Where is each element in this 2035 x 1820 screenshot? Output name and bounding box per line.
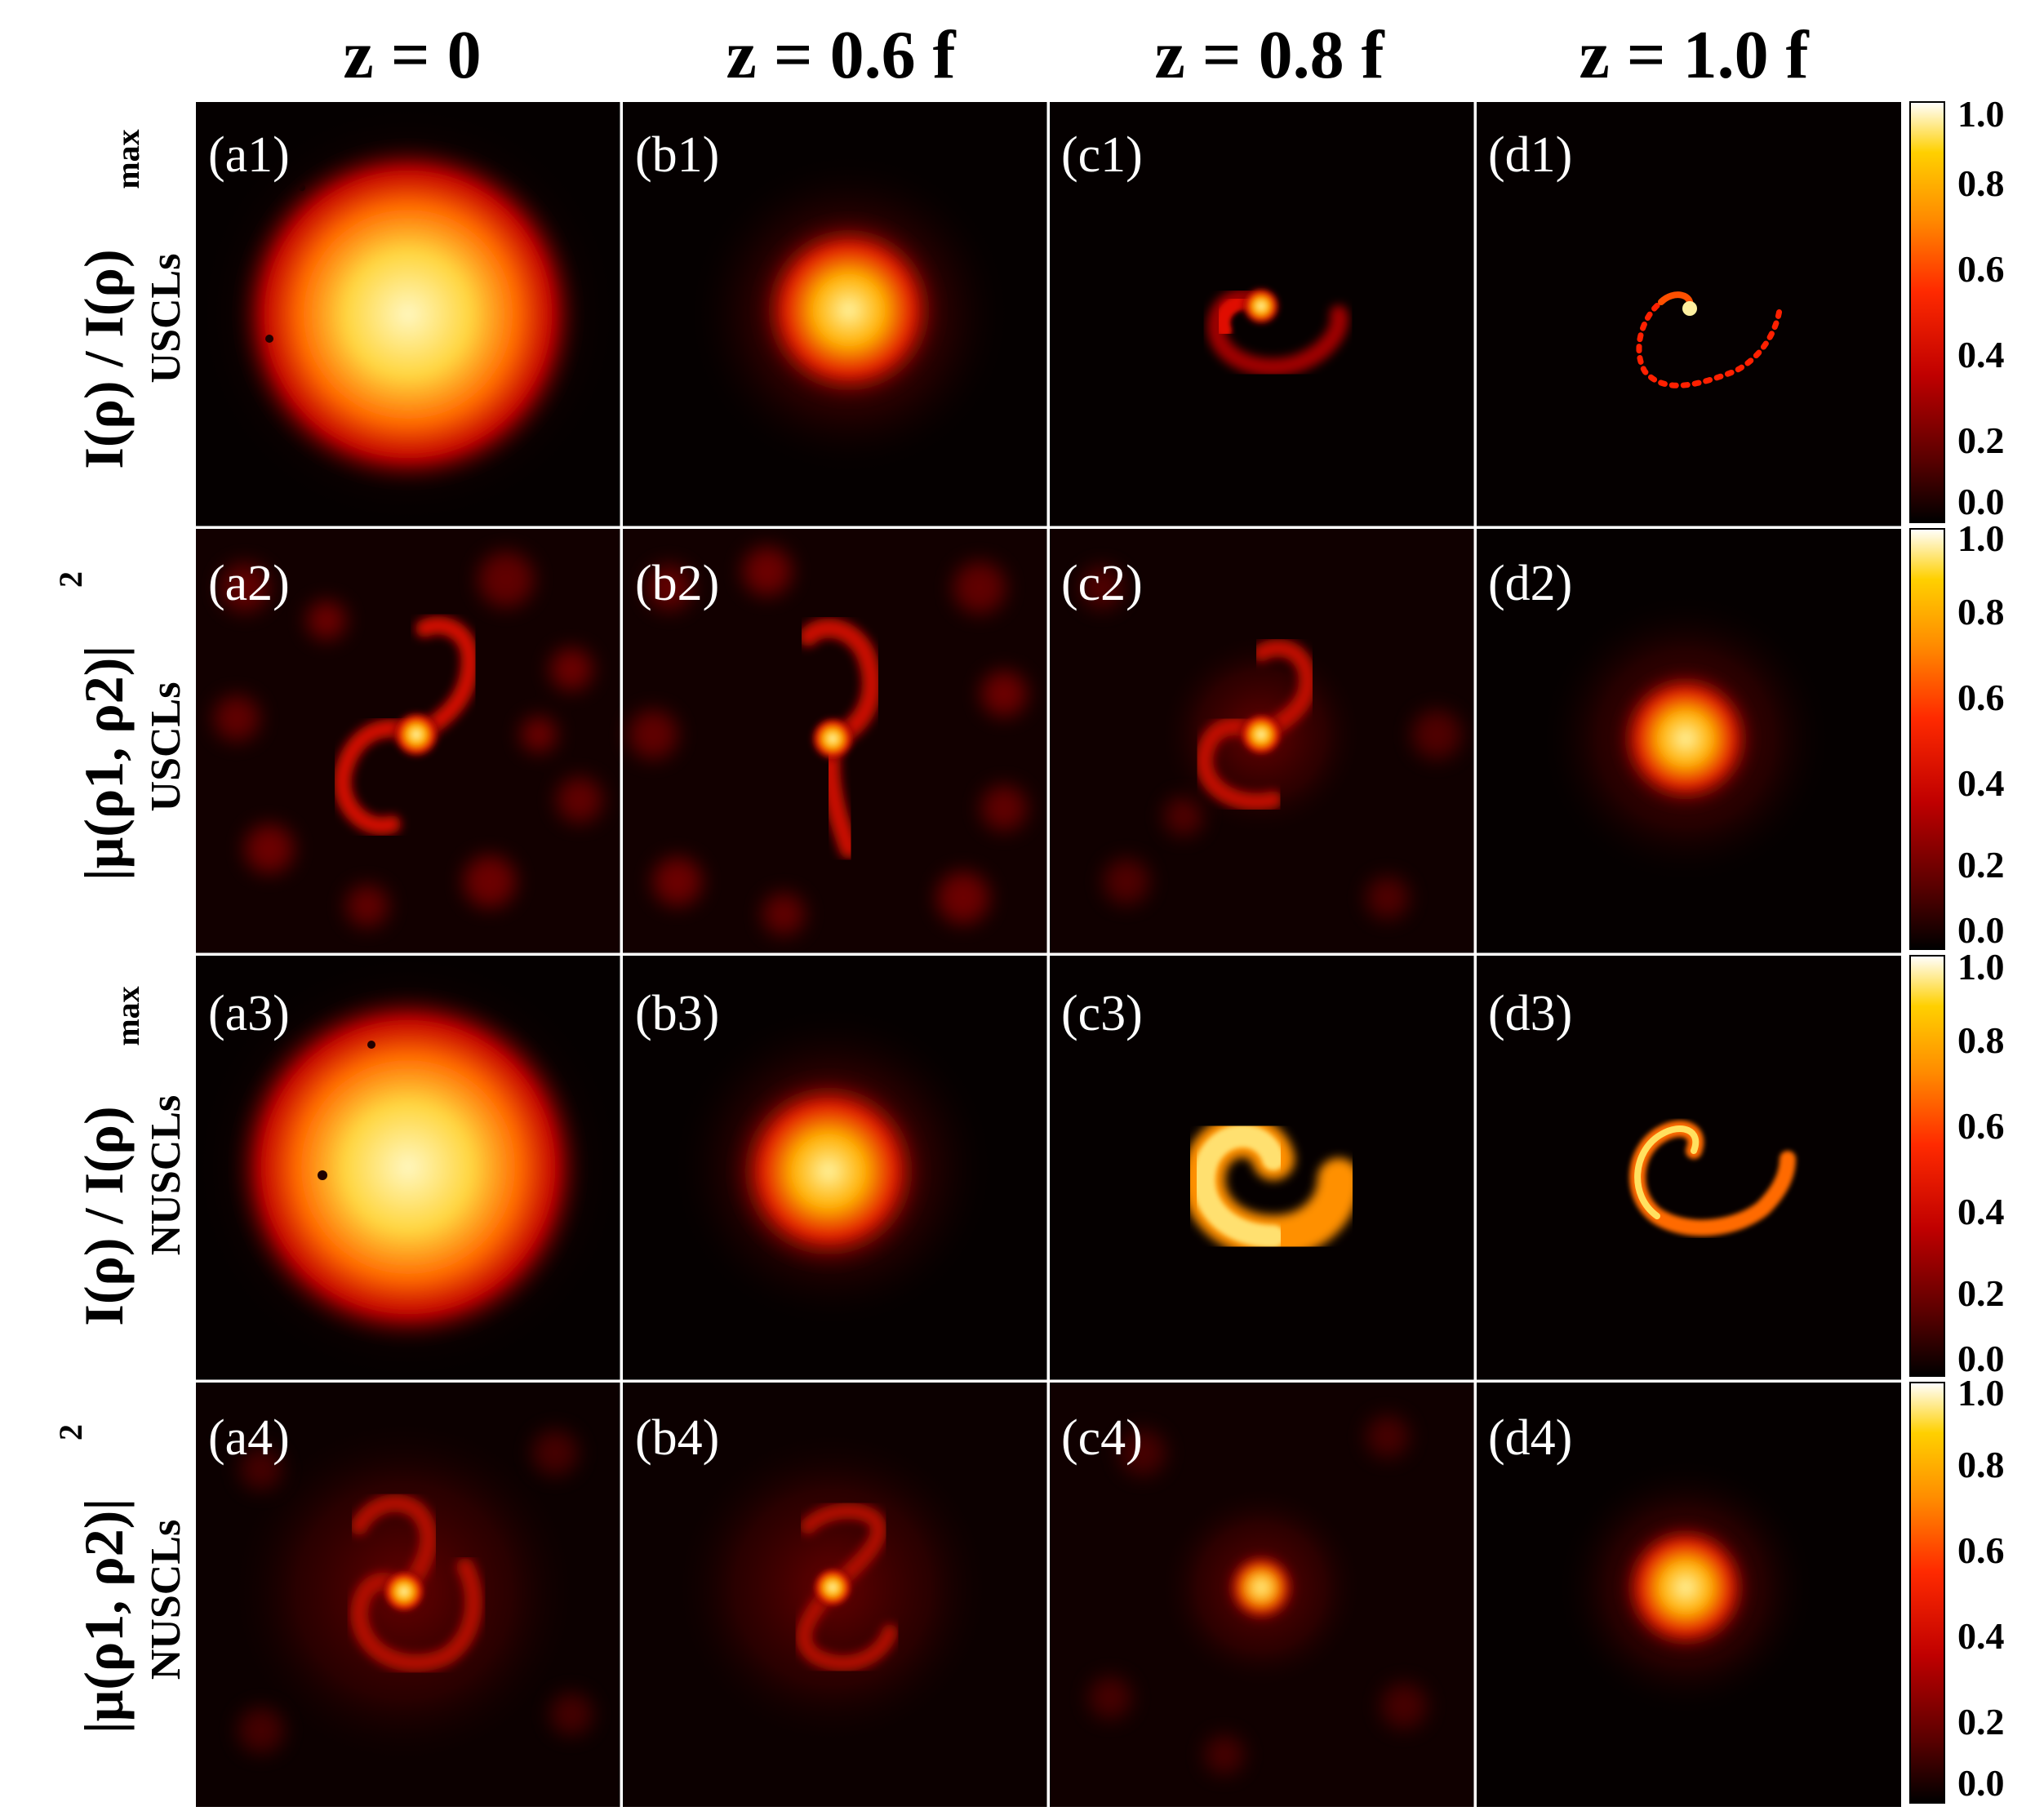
- panel-label-d4: (d4): [1488, 1410, 1572, 1466]
- panel-label-a2: (a2): [208, 556, 290, 611]
- panel-c1: [1050, 102, 1474, 526]
- row-label-2-superscript: 2: [52, 571, 89, 588]
- panel-a1: [196, 102, 620, 526]
- panel-labels: (a1) (b1) (c1) (d1) (a2) (b2) (c2) (d2) …: [208, 127, 1572, 1466]
- colorbar-row-4-tick-4: 0.4: [1957, 1615, 2005, 1657]
- colorbar-row-1-tick-4: 0.4: [1957, 334, 2005, 375]
- row-label-4: |μ(ρ1, ρ2)| 2 NUSCLs: [52, 1424, 189, 1733]
- colorbar-row-4-tick-6: 0.0: [1957, 1762, 2005, 1804]
- panel-a2: [196, 529, 620, 953]
- panel-grid: [192, 102, 1901, 1807]
- row-label-1-quantity: I(ρ) / I(ρ): [73, 249, 135, 468]
- column-heading-z10f: z = 1.0 f: [1579, 17, 1809, 93]
- panel-label-c2: (c2): [1061, 556, 1143, 611]
- colorbar-row-2-tick-3: 0.6: [1957, 677, 2005, 718]
- colorbar-row-3-tick-1: 1.0: [1957, 946, 2005, 988]
- panel-label-a3: (a3): [208, 986, 290, 1041]
- column-heading-z0: z = 0: [343, 17, 481, 93]
- row-label-4-superscript: 2: [52, 1424, 89, 1440]
- colorbar-row-3-tick-5: 0.2: [1957, 1272, 2005, 1314]
- panel-c2: [1050, 529, 1474, 953]
- colorbar-row-2-tick-6: 0.0: [1957, 909, 2005, 951]
- column-headings: z = 0 z = 0.6 f z = 0.8 f z = 1.0 f: [343, 17, 1809, 93]
- panel-label-b4: (b4): [635, 1410, 719, 1466]
- colorbar-row-1-tick-1: 1.0: [1957, 93, 2005, 135]
- panel-label-d3: (d3): [1488, 986, 1572, 1041]
- colorbar-row-1-tick-3: 0.6: [1957, 248, 2005, 290]
- row-label-1: I(ρ) / I(ρ) max USCLs: [73, 129, 189, 468]
- panel-c4: [1050, 1383, 1474, 1807]
- row-label-3-subscript: max: [109, 986, 146, 1045]
- panel-a4: [196, 1383, 620, 1807]
- column-heading-z06f: z = 0.6 f: [726, 17, 956, 93]
- panel-label-a1: (a1): [208, 127, 290, 183]
- colorbar-row-3-ticks: 1.0 0.8 0.6 0.4 0.2 0.0: [1957, 946, 2005, 1379]
- panel-d4: [1477, 1383, 1901, 1807]
- panel-label-a4: (a4): [208, 1410, 290, 1466]
- panel-label-c4: (c4): [1061, 1410, 1143, 1466]
- colorbar-row-4-tick-2: 0.8: [1957, 1444, 2005, 1485]
- colorbar-row-4-tick-1: 1.0: [1957, 1372, 2005, 1414]
- panel-label-b2: (b2): [635, 556, 719, 611]
- panel-b3: [623, 956, 1047, 1380]
- row-labels: I(ρ) / I(ρ) max USCLs |μ(ρ1, ρ2)| 2 USCL…: [52, 129, 189, 1733]
- colorbars: 1.0 0.8 0.6 0.4 0.2 0.0 1.0 0.8 0.6 0.4 …: [1909, 93, 2005, 1804]
- colorbar-row-2-tick-4: 0.4: [1957, 762, 2005, 804]
- panel-d3: [1477, 956, 1901, 1380]
- row-label-3-beam: NUSCLs: [143, 1095, 189, 1256]
- panel-d2: [1477, 529, 1901, 953]
- colorbar-row-1-ticks: 1.0 0.8 0.6 0.4 0.2 0.0: [1957, 93, 2005, 522]
- row-label-4-quantity: |μ(ρ1, ρ2)|: [73, 1498, 135, 1734]
- panel-label-c3: (c3): [1061, 986, 1143, 1041]
- colorbar-row-3-tick-6: 0.0: [1957, 1338, 2005, 1379]
- panel-label-d2: (d2): [1488, 556, 1572, 611]
- colorbar-row-2: 1.0 0.8 0.6 0.4 0.2 0.0: [1909, 517, 2005, 951]
- colorbar-row-4-ticks: 1.0 0.8 0.6 0.4 0.2 0.0: [1957, 1372, 2005, 1804]
- colorbar-row-1-tick-2: 0.8: [1957, 162, 2005, 204]
- row-label-2-beam: USCLs: [143, 682, 189, 812]
- colorbar-row-3: 1.0 0.8 0.6 0.4 0.2 0.0: [1909, 946, 2005, 1379]
- colorbar-row-1: 1.0 0.8 0.6 0.4 0.2 0.0: [1909, 93, 2005, 523]
- panel-label-b1: (b1): [635, 127, 719, 183]
- colorbar-row-2-tick-5: 0.2: [1957, 844, 2005, 886]
- colorbar-row-4-tick-3: 0.6: [1957, 1529, 2005, 1571]
- colorbar-row-2-tick-2: 0.8: [1957, 591, 2005, 633]
- row-label-3-quantity: I(ρ) / I(ρ): [73, 1106, 135, 1325]
- panel-separators: [196, 102, 1901, 1807]
- panel-label-b3: (b3): [635, 986, 719, 1041]
- colorbar-row-1-tick-5: 0.2: [1957, 419, 2005, 461]
- column-heading-z08f: z = 0.8 f: [1154, 17, 1384, 93]
- panel-b1: [623, 102, 1047, 526]
- colorbar-row-3-tick-2: 0.8: [1957, 1019, 2005, 1061]
- row-label-2: |μ(ρ1, ρ2)| 2 USCLs: [52, 571, 189, 881]
- colorbar-row-4: 1.0 0.8 0.6 0.4 0.2 0.0: [1909, 1372, 2005, 1804]
- colorbar-row-2-tick-1: 1.0: [1957, 517, 2005, 559]
- colorbar-row-3-tick-3: 0.6: [1957, 1105, 2005, 1147]
- colorbar-row-3-tick-4: 0.4: [1957, 1191, 2005, 1232]
- row-label-2-quantity: |μ(ρ1, ρ2)|: [73, 646, 135, 881]
- panel-label-d1: (d1): [1488, 127, 1572, 183]
- colorbar-row-4-tick-5: 0.2: [1957, 1701, 2005, 1742]
- panel-b4: [623, 1383, 1047, 1807]
- row-label-3: I(ρ) / I(ρ) max NUSCLs: [73, 986, 189, 1325]
- row-label-4-beam: NUSCLs: [143, 1520, 189, 1680]
- colorbar-row-2-ticks: 1.0 0.8 0.6 0.4 0.2 0.0: [1957, 517, 2005, 951]
- colorbar-row-1-tick-6: 0.0: [1957, 481, 2005, 522]
- panel-a3: [192, 951, 624, 1383]
- row-label-1-beam: USCLs: [143, 254, 189, 384]
- panel-d1: [1477, 102, 1901, 526]
- panel-c3: [1050, 956, 1474, 1380]
- panel-label-c1: (c1): [1061, 127, 1143, 183]
- panel-b2: [623, 529, 1047, 953]
- row-label-1-subscript: max: [109, 129, 146, 189]
